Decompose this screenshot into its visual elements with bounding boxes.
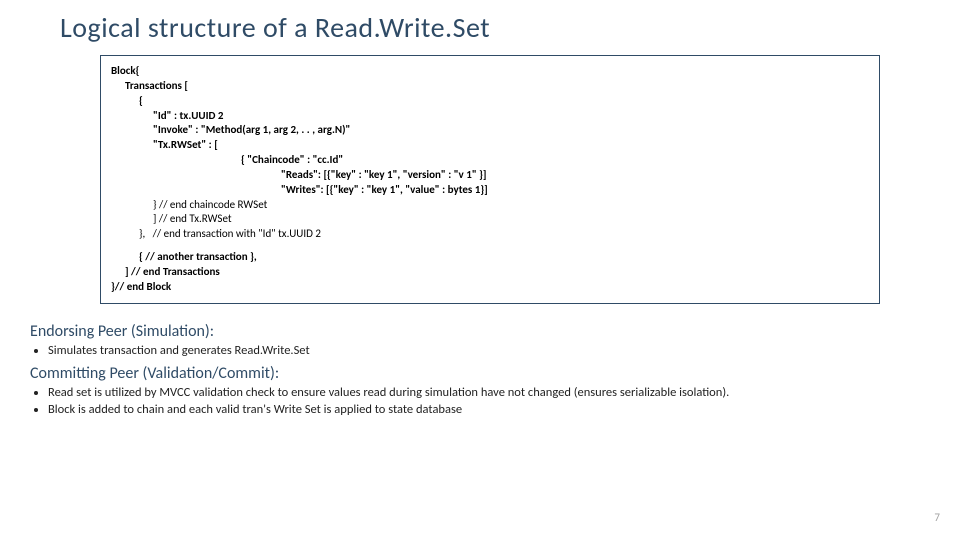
endorsing-bullets: Simulates transaction and generates Read… (48, 343, 930, 358)
code-line: Transactions [ (111, 79, 869, 94)
code-line: "Id" : tx.UUID 2 (111, 109, 869, 124)
code-line: Block{ (111, 64, 869, 79)
code-box: Block{ Transactions [ { "Id" : tx.UUID 2… (100, 55, 880, 304)
list-item: Block is added to chain and each valid t… (48, 402, 930, 417)
slide: Logical structure of a Read.Write.Set Bl… (0, 0, 960, 540)
code-line: "Reads": [{"key" : "key 1", "version" : … (111, 168, 869, 183)
code-line: { // another transaction }, (111, 250, 869, 265)
code-line: }// end Block (111, 280, 869, 295)
notes-section: Endorsing Peer (Simulation): Simulates t… (30, 322, 930, 417)
code-line: "Writes": [{"key" : "key 1", "value" : b… (111, 183, 869, 198)
code-line: "Tx.RWSet" : [ (111, 138, 869, 153)
code-line: "Invoke" : "Method(arg 1, arg 2, . . , a… (111, 123, 869, 138)
committing-bullets: Read set is utilized by MVCC validation … (48, 385, 930, 417)
code-line: ] // end Transactions (111, 265, 869, 280)
code-comment: ] // end Tx.RWSet (111, 212, 869, 227)
blank-line (111, 242, 869, 250)
code-line: { (111, 94, 869, 109)
page-number: 7 (934, 511, 940, 524)
list-item: Read set is utilized by MVCC validation … (48, 385, 930, 400)
endorsing-heading: Endorsing Peer (Simulation): (30, 322, 930, 341)
code-comment: } // end chaincode RWSet (111, 198, 869, 213)
committing-heading: Committing Peer (Validation/Commit): (30, 364, 930, 383)
code-comment: }, // end transaction with "Id" tx.UUID … (111, 227, 869, 242)
code-line: { "Chaincode" : "cc.Id" (111, 153, 869, 168)
list-item: Simulates transaction and generates Read… (48, 343, 930, 358)
page-title: Logical structure of a Read.Write.Set (60, 10, 930, 45)
